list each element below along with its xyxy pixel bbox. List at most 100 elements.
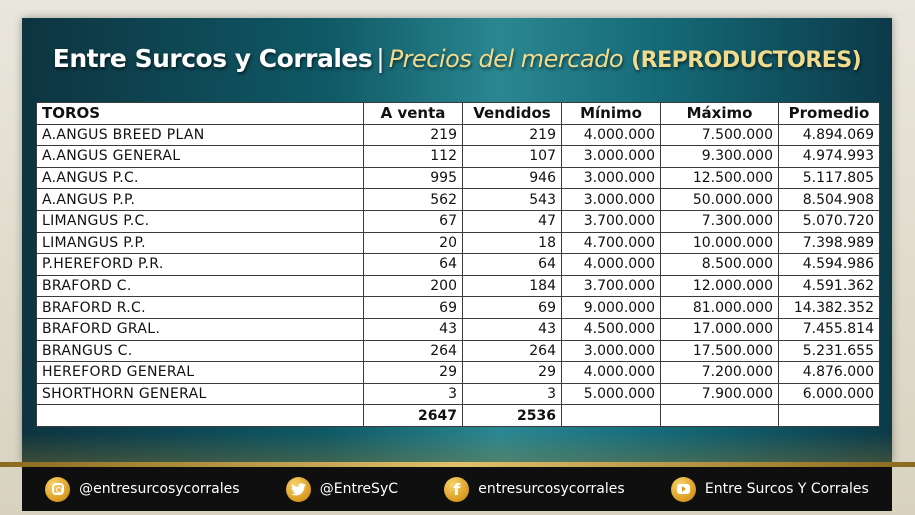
table-row: A.ANGUS BREED PLAN 219 219 4.000.000 7.500.0… bbox=[36, 123, 880, 147]
table-row: BRANGUS C. 264 264 3.000.000 17.500.000 5.231… bbox=[36, 339, 880, 363]
value-cell: 8.500.000 bbox=[660, 253, 779, 276]
value-cell: 7.455.814 bbox=[778, 317, 880, 341]
breed-name-cell: A.ANGUS BREED PLAN bbox=[36, 123, 364, 147]
value-cell: 8.504.908 bbox=[778, 188, 880, 211]
value-cell: 4.894.069 bbox=[778, 123, 880, 147]
title-category: (REPRODUCTORES) bbox=[631, 48, 862, 73]
table-row: A.ANGUS P.P. 562 543 3.000.000 50.000.000 8.5… bbox=[36, 188, 880, 211]
value-cell: 10.000.000 bbox=[660, 231, 779, 255]
value-cell: 7.900.000 bbox=[660, 382, 779, 406]
value-cell: 946 bbox=[462, 166, 562, 190]
page-title: Entre Surcos y Corrales | Precios del merc… bbox=[22, 44, 892, 73]
breed-name-cell: SHORTHORN GENERAL bbox=[36, 382, 364, 406]
table-row: LIMANGUS P.P. 20 18 4.700.000 10.000.000 7.39… bbox=[36, 231, 880, 255]
value-cell: 264 bbox=[462, 339, 562, 363]
value-cell: 17.000.000 bbox=[660, 317, 779, 341]
value-cell: 7.500.000 bbox=[660, 123, 779, 147]
value-cell: 200 bbox=[363, 274, 463, 298]
table-header-row: TOROS A venta Vendidos Mínimo Máximo Pro… bbox=[36, 102, 880, 125]
value-cell: 184 bbox=[462, 274, 562, 298]
value-cell: 562 bbox=[363, 188, 463, 211]
total-cell bbox=[561, 404, 661, 427]
value-cell: 4.500.000 bbox=[561, 317, 661, 341]
value-cell: 4.700.000 bbox=[561, 231, 661, 255]
breed-name-cell: BRAFORD R.C. bbox=[36, 296, 364, 319]
value-cell: 219 bbox=[462, 123, 562, 147]
facebook-link[interactable]: f entresurcosycorrales bbox=[444, 476, 625, 502]
value-cell: 107 bbox=[462, 145, 562, 168]
value-cell: 9.300.000 bbox=[660, 145, 779, 168]
value-cell: 64 bbox=[363, 253, 463, 276]
breed-name-cell: A.ANGUS GENERAL bbox=[36, 145, 364, 168]
facebook-handle: entresurcosycorrales bbox=[478, 481, 625, 497]
twitter-handle: @EntreSyC bbox=[319, 481, 398, 497]
total-cell: 2536 bbox=[462, 404, 562, 427]
value-cell: 20 bbox=[363, 231, 463, 255]
value-cell: 81.000.000 bbox=[660, 296, 779, 319]
value-cell: 5.231.655 bbox=[778, 339, 880, 363]
value-cell: 3.000.000 bbox=[561, 339, 661, 363]
total-cell bbox=[778, 404, 880, 427]
col-toros: TOROS bbox=[36, 102, 364, 125]
total-cell bbox=[660, 404, 779, 427]
twitter-link[interactable]: @EntreSyC bbox=[285, 476, 398, 502]
twitter-icon bbox=[285, 476, 311, 502]
breed-name-cell: LIMANGUS P.C. bbox=[36, 209, 364, 233]
total-cell: 2647 bbox=[363, 404, 463, 427]
value-cell: 543 bbox=[462, 188, 562, 211]
value-cell: 4.000.000 bbox=[561, 253, 661, 276]
value-cell: 3 bbox=[462, 382, 562, 406]
value-cell: 3.000.000 bbox=[561, 145, 661, 168]
value-cell: 995 bbox=[363, 166, 463, 190]
col-maximo: Máximo bbox=[660, 102, 779, 125]
value-cell: 9.000.000 bbox=[561, 296, 661, 319]
value-cell: 29 bbox=[363, 361, 463, 384]
breed-name-cell: LIMANGUS P.P. bbox=[36, 231, 364, 255]
value-cell: 18 bbox=[462, 231, 562, 255]
value-cell: 3.700.000 bbox=[561, 274, 661, 298]
breed-name-cell: BRANGUS C. bbox=[36, 339, 364, 363]
table-row: BRAFORD GRAL. 43 43 4.500.000 17.000.000 7.45… bbox=[36, 317, 880, 341]
value-cell: 7.300.000 bbox=[660, 209, 779, 233]
totals-row: 2647 2536 bbox=[36, 404, 880, 427]
breed-name-cell: BRAFORD C. bbox=[36, 274, 364, 298]
breed-name-cell: P.HEREFORD P.R. bbox=[36, 253, 364, 276]
value-cell: 43 bbox=[462, 317, 562, 341]
col-minimo: Mínimo bbox=[561, 102, 661, 125]
col-vendidos: Vendidos bbox=[462, 102, 562, 125]
total-cell bbox=[36, 404, 364, 427]
value-cell: 5.117.805 bbox=[778, 166, 880, 190]
value-cell: 4.974.993 bbox=[778, 145, 880, 168]
youtube-icon bbox=[670, 476, 696, 502]
value-cell: 17.500.000 bbox=[660, 339, 779, 363]
table-row: A.ANGUS GENERAL 112 107 3.000.000 9.300.000 4… bbox=[36, 145, 880, 168]
table-row: BRAFORD C. 200 184 3.700.000 12.000.000 4.591… bbox=[36, 274, 880, 298]
value-cell: 43 bbox=[363, 317, 463, 341]
value-cell: 4.594.986 bbox=[778, 253, 880, 276]
col-a-venta: A venta bbox=[363, 102, 463, 125]
instagram-handle: @entresurcosycorrales bbox=[79, 481, 240, 497]
breed-name-cell: HEREFORD GENERAL bbox=[36, 361, 364, 384]
value-cell: 14.382.352 bbox=[778, 296, 880, 319]
value-cell: 3 bbox=[363, 382, 463, 406]
value-cell: 3.000.000 bbox=[561, 166, 661, 190]
value-cell: 4.876.000 bbox=[778, 361, 880, 384]
value-cell: 264 bbox=[363, 339, 463, 363]
breed-name-cell: A.ANGUS P.P. bbox=[36, 188, 364, 211]
value-cell: 4.000.000 bbox=[561, 123, 661, 147]
value-cell: 67 bbox=[363, 209, 463, 233]
value-cell: 5.070.720 bbox=[778, 209, 880, 233]
table-row: SHORTHORN GENERAL 3 3 5.000.000 7.900.000 6.0… bbox=[36, 382, 880, 406]
instagram-link[interactable]: @entresurcosycorrales bbox=[45, 476, 240, 502]
table-row: P.HEREFORD P.R. 64 64 4.000.000 8.500.000 4.5… bbox=[36, 253, 880, 276]
price-table: TOROS A venta Vendidos Mínimo Máximo Pro… bbox=[36, 102, 880, 427]
value-cell: 3.000.000 bbox=[561, 188, 661, 211]
value-cell: 50.000.000 bbox=[660, 188, 779, 211]
value-cell: 69 bbox=[462, 296, 562, 319]
title-separator: | bbox=[376, 44, 385, 73]
youtube-link[interactable]: Entre Surcos Y Corrales bbox=[670, 476, 869, 502]
value-cell: 7.398.989 bbox=[778, 231, 880, 255]
instagram-icon bbox=[45, 476, 71, 502]
table-row: BRAFORD R.C. 69 69 9.000.000 81.000.000 14.38… bbox=[36, 296, 880, 319]
value-cell: 5.000.000 bbox=[561, 382, 661, 406]
